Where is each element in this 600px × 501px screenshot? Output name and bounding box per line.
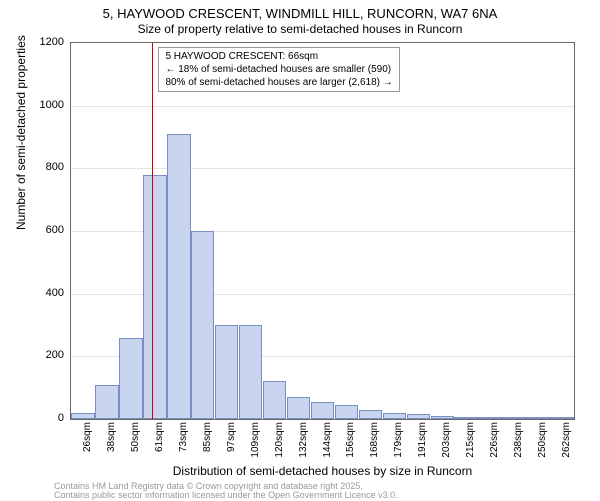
xtick-label: 203sqm	[441, 422, 452, 462]
histogram-bar	[359, 410, 382, 419]
histogram-bar	[311, 402, 334, 419]
histogram-bar	[191, 231, 214, 419]
histogram-bar	[502, 417, 525, 419]
histogram-bar	[71, 413, 94, 419]
footnote-line2: Contains public sector information licen…	[54, 491, 398, 500]
xtick-label: 26sqm	[82, 422, 93, 462]
xtick-label: 156sqm	[345, 422, 356, 462]
xtick-label: 132sqm	[298, 422, 309, 462]
xtick-label: 238sqm	[513, 422, 524, 462]
xtick-label: 97sqm	[226, 422, 237, 462]
annotation-box: 5 HAYWOOD CRESCENT: 66sqm← 18% of semi-d…	[158, 47, 399, 92]
ytick-label: 0	[58, 412, 64, 424]
histogram-bar	[431, 416, 454, 419]
histogram-bar	[454, 417, 477, 419]
ytick-label: 800	[46, 161, 64, 173]
histogram-bar	[287, 397, 310, 419]
xtick-label: 61sqm	[154, 422, 165, 462]
chart-container: 5, HAYWOOD CRESCENT, WINDMILL HILL, RUNC…	[0, 0, 600, 500]
annotation-line: ← 18% of semi-detached houses are smalle…	[165, 63, 392, 76]
histogram-bar	[167, 134, 190, 419]
histogram-bar	[407, 414, 430, 419]
chart-title-line1: 5, HAYWOOD CRESCENT, WINDMILL HILL, RUNC…	[0, 6, 600, 21]
xtick-label: 109sqm	[250, 422, 261, 462]
histogram-bar	[526, 417, 549, 419]
xtick-label: 144sqm	[322, 422, 333, 462]
xtick-label: 226sqm	[489, 422, 500, 462]
histogram-bar	[550, 417, 573, 419]
xtick-label: 38sqm	[106, 422, 117, 462]
histogram-bar	[215, 325, 238, 419]
annotation-line: 80% of semi-detached houses are larger (…	[165, 76, 392, 89]
ytick-label: 400	[46, 287, 64, 299]
xtick-label: 50sqm	[130, 422, 141, 462]
bars-layer	[71, 43, 574, 419]
ytick-label: 1200	[40, 36, 64, 48]
reference-line	[152, 43, 153, 419]
histogram-bar	[119, 338, 142, 419]
xtick-label: 120sqm	[274, 422, 285, 462]
plot-area: 5 HAYWOOD CRESCENT: 66sqm← 18% of semi-d…	[70, 42, 575, 420]
xtick-label: 191sqm	[417, 422, 428, 462]
chart-title-line2: Size of property relative to semi-detach…	[0, 22, 600, 36]
xtick-label: 85sqm	[202, 422, 213, 462]
xtick-label: 262sqm	[561, 422, 572, 462]
histogram-bar	[263, 381, 286, 419]
xtick-label: 168sqm	[369, 422, 380, 462]
ytick-label: 600	[46, 224, 64, 236]
footnote: Contains HM Land Registry data © Crown c…	[54, 482, 398, 501]
histogram-bar	[143, 175, 166, 419]
xtick-label: 73sqm	[178, 422, 189, 462]
histogram-bar	[478, 417, 501, 419]
histogram-bar	[335, 405, 358, 419]
histogram-bar	[383, 413, 406, 419]
y-axis-label: Number of semi-detached properties	[14, 35, 28, 230]
xtick-label: 215sqm	[465, 422, 476, 462]
annotation-line: 5 HAYWOOD CRESCENT: 66sqm	[165, 50, 392, 63]
ytick-label: 200	[46, 349, 64, 361]
ytick-label: 1000	[40, 99, 64, 111]
histogram-bar	[239, 325, 262, 419]
xtick-label: 179sqm	[393, 422, 404, 462]
x-axis-label: Distribution of semi-detached houses by …	[70, 464, 575, 478]
xtick-label: 250sqm	[537, 422, 548, 462]
histogram-bar	[95, 385, 118, 419]
